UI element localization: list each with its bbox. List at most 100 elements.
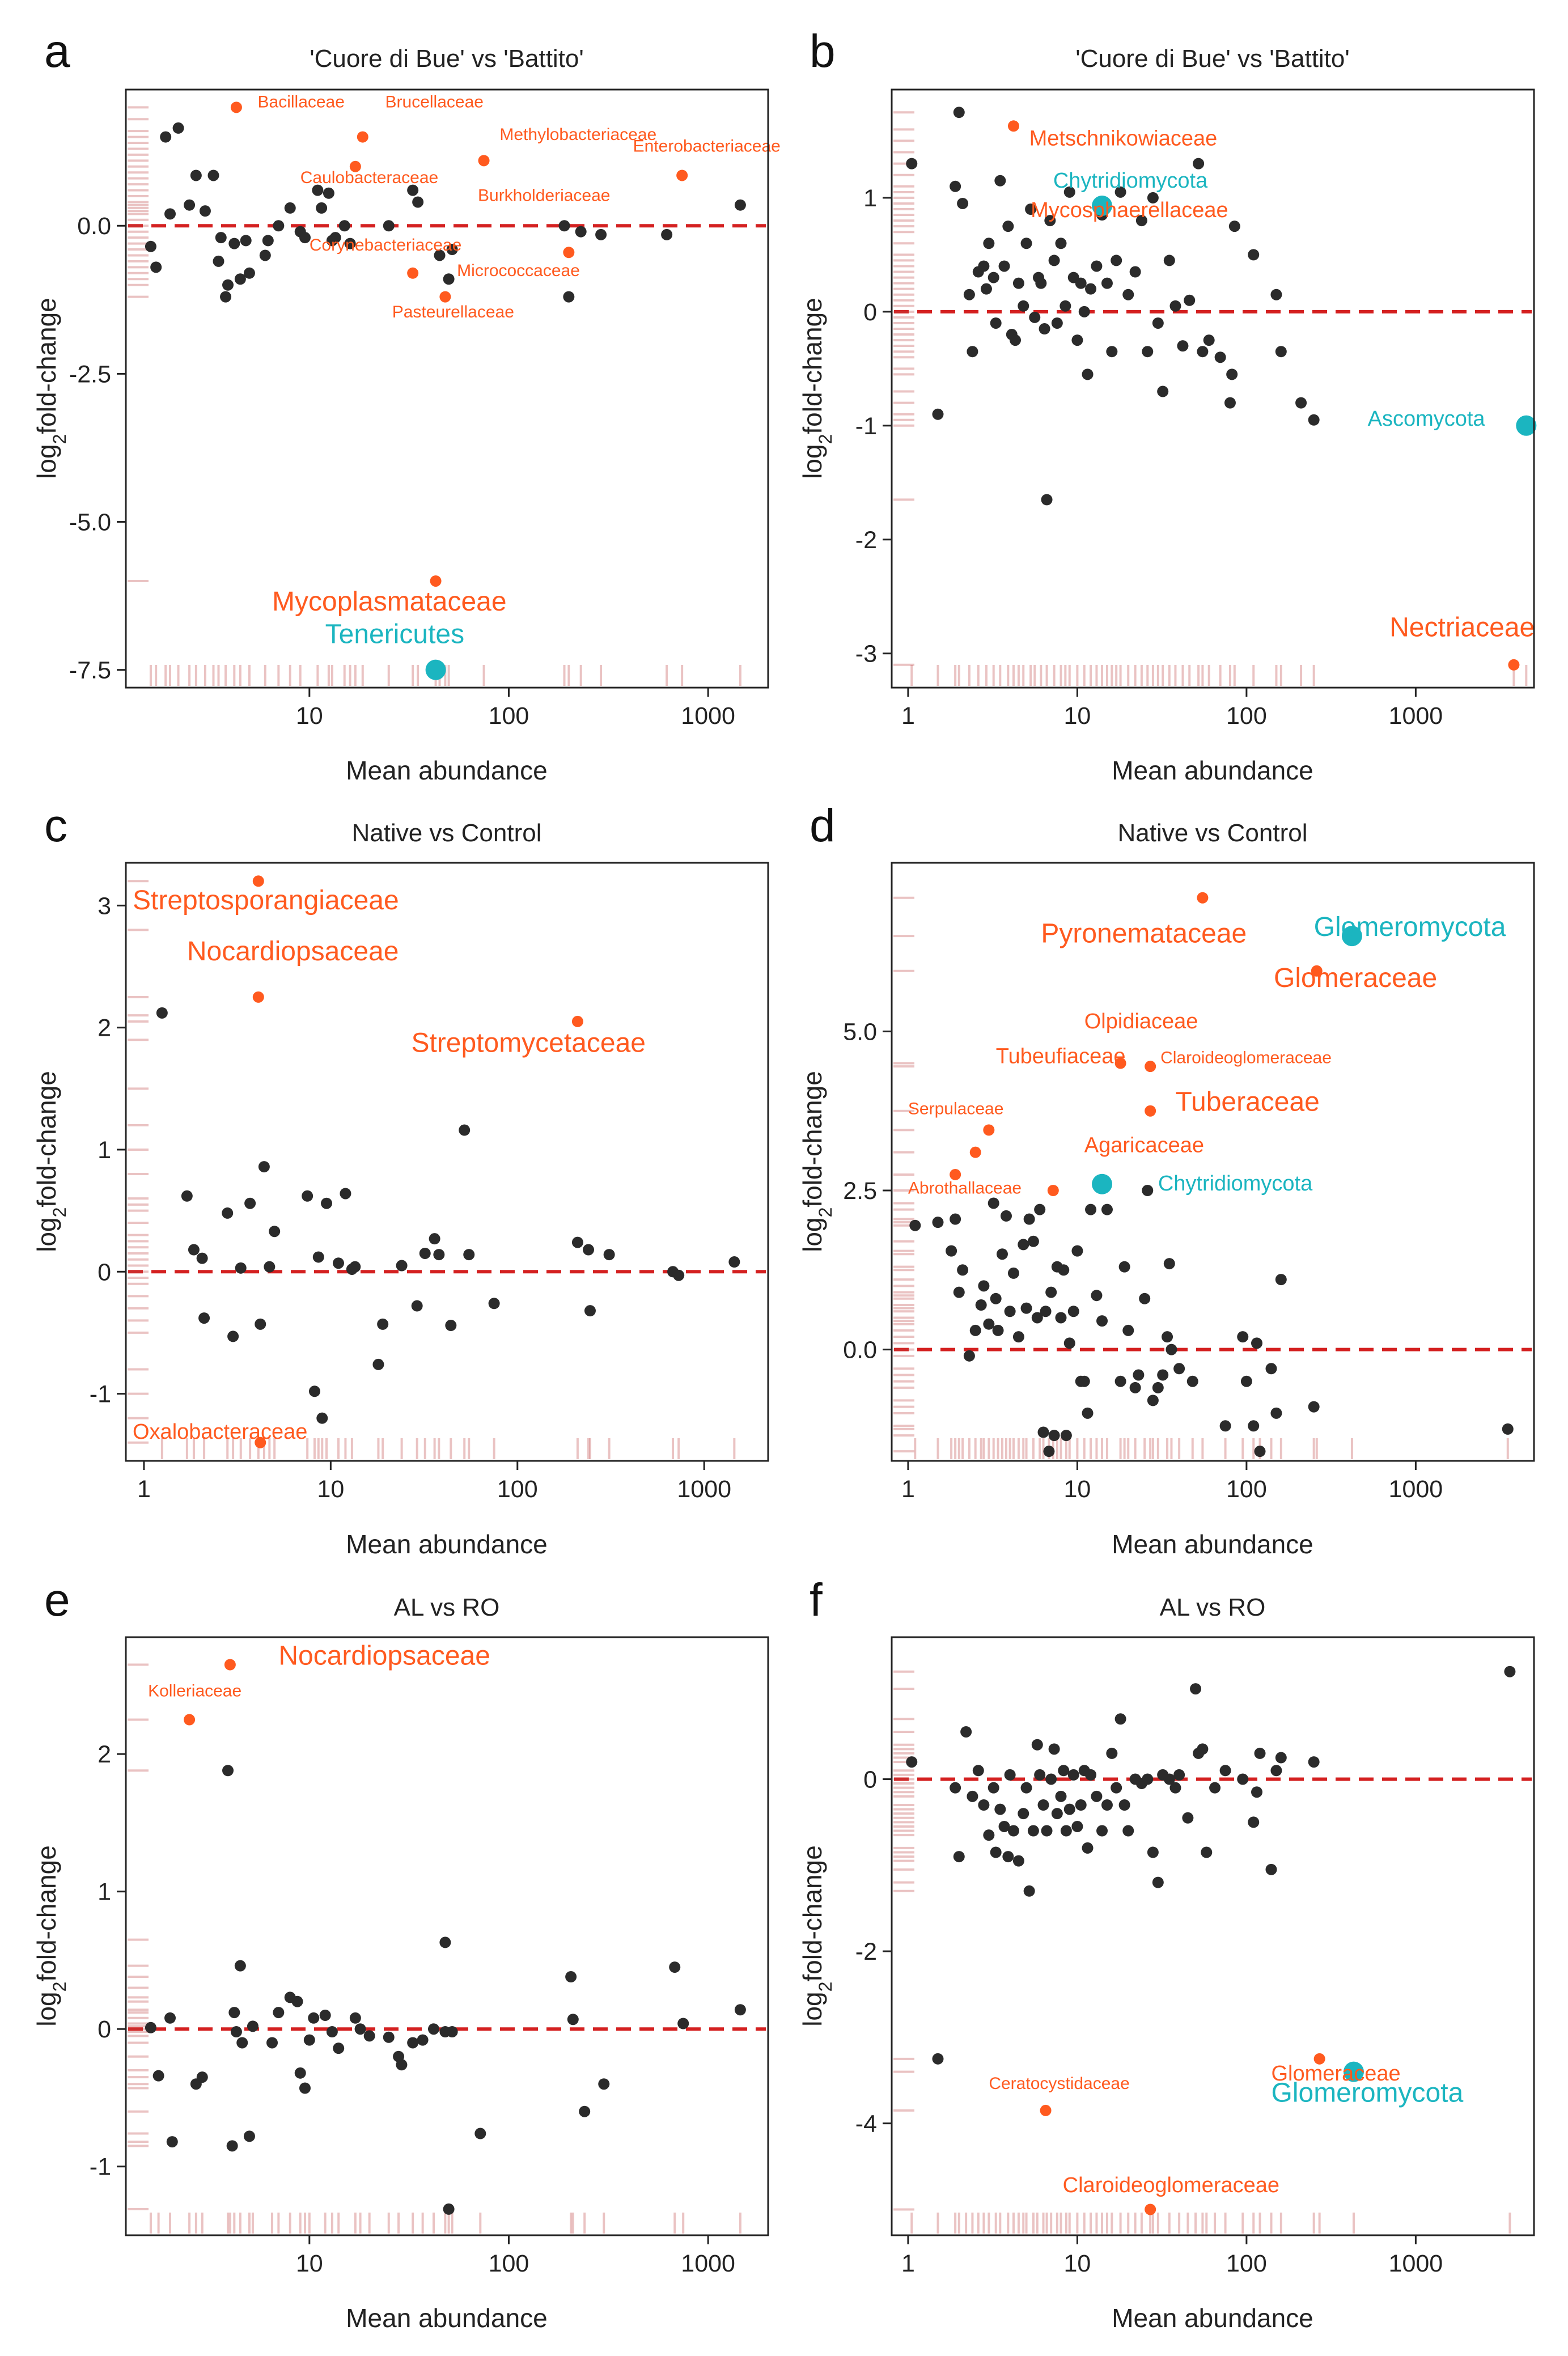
data-point (1142, 1773, 1154, 1785)
data-point (377, 1318, 389, 1330)
data-point (1147, 1846, 1159, 1858)
data-point (1018, 1239, 1029, 1251)
data-point (1060, 300, 1071, 312)
x-axis-label: Mean abundance (346, 1529, 548, 1559)
data-point (340, 1188, 351, 1200)
data-point (963, 1350, 975, 1362)
y-tick-label: -1 (855, 413, 877, 440)
data-point (1044, 215, 1056, 227)
data-point (294, 2067, 306, 2079)
data-point (434, 249, 446, 261)
taxon-label: Serpulaceae (908, 1099, 1003, 1118)
data-point (1157, 385, 1169, 397)
data-point (240, 235, 252, 247)
data-point (1308, 1401, 1320, 1413)
highlight-point (252, 875, 264, 887)
x-tick-label: 10 (296, 2250, 323, 2277)
y-tick-label: -1 (90, 2154, 111, 2181)
panel-a: a 'Cuore di Bue' vs 'Battito' Mean abund… (32, 26, 781, 785)
data-point (1035, 277, 1047, 289)
highlight-point (1040, 2104, 1052, 2116)
taxon-label: Corynebacteriaceae (310, 236, 462, 255)
data-point (1071, 1820, 1083, 1832)
taxon-label: Mycoplasmataceae (272, 587, 507, 617)
taxon-label: Chytridiomycota (1158, 1172, 1313, 1196)
plot-frame (891, 1636, 1535, 2236)
data-point (372, 1358, 384, 1370)
data-point (1118, 1799, 1130, 1811)
panel-letter: f (810, 1574, 823, 1626)
data-point (222, 1765, 234, 1777)
data-point (323, 187, 334, 199)
data-point (1037, 1426, 1049, 1438)
taxon-label: Metschnikowiaceae (1029, 126, 1218, 150)
data-point (1248, 1816, 1260, 1828)
data-point (1275, 346, 1287, 358)
data-point (152, 2070, 164, 2082)
taxon-label: Tenericutes (325, 620, 464, 650)
taxon-label: Ascomycota (1368, 407, 1486, 431)
data-point (1129, 1382, 1141, 1393)
data-point (1270, 1765, 1282, 1777)
data-point (207, 170, 219, 181)
data-point (1190, 1683, 1202, 1695)
y-axis-label: log2fold-change (32, 1071, 70, 1252)
data-point (1251, 1786, 1263, 1798)
data-point (188, 1244, 200, 1256)
data-point (734, 2004, 746, 2016)
data-point (1265, 1863, 1277, 1875)
data-point (1023, 1885, 1035, 1897)
data-point (1004, 1306, 1016, 1317)
data-point (227, 1330, 239, 1342)
data-point (474, 2128, 486, 2139)
x-tick-label: 1000 (681, 702, 735, 730)
highlight-point (478, 155, 490, 167)
data-point (1308, 1756, 1320, 1768)
data-point (673, 1269, 685, 1281)
data-point (1147, 192, 1159, 204)
data-point (1063, 1337, 1075, 1349)
data-point (975, 1299, 987, 1311)
taxon-label: Burkholderiaceae (478, 186, 610, 205)
highlight-point (224, 1659, 236, 1671)
data-point (312, 184, 324, 196)
data-point (266, 2037, 278, 2049)
data-point (1111, 1782, 1122, 1794)
data-point (411, 1300, 423, 1312)
data-point (215, 232, 227, 244)
highlight-point (563, 247, 575, 259)
data-point (1193, 158, 1205, 170)
data-point (1106, 1747, 1118, 1759)
data-point (1041, 494, 1053, 506)
data-point (446, 244, 458, 256)
y-axis-label: log2fold-change (798, 1845, 836, 2027)
data-point (255, 1318, 266, 1330)
highlight-point (184, 1714, 196, 1726)
data-point (407, 2037, 419, 2049)
data-point (1182, 1812, 1194, 1824)
x-tick-label: 100 (1226, 1476, 1267, 1503)
data-point (1012, 1855, 1024, 1867)
highlight-point (1145, 1061, 1156, 1073)
data-point (994, 175, 1006, 187)
data-point (439, 1937, 451, 1948)
highlight-point (1516, 415, 1537, 436)
data-point (319, 2009, 331, 2021)
data-point (1091, 1290, 1103, 1302)
x-tick-label: 10 (1063, 702, 1091, 730)
data-point (1002, 221, 1014, 232)
data-point (1020, 1782, 1032, 1794)
y-tick-label: -7.5 (69, 657, 111, 684)
data-point (1122, 289, 1134, 300)
data-point (1226, 368, 1238, 380)
data-point (1135, 215, 1147, 227)
data-point (598, 2078, 610, 2090)
taxon-label: Glomeromycota (1314, 912, 1506, 942)
data-point (1012, 277, 1024, 289)
y-tick-label: 2 (98, 1015, 111, 1042)
data-point (228, 238, 240, 249)
y-tick-label: 0 (98, 1258, 111, 1286)
data-point (1075, 277, 1087, 289)
data-point (953, 1851, 965, 1863)
y-axis-label: log2fold-change (798, 1071, 836, 1252)
